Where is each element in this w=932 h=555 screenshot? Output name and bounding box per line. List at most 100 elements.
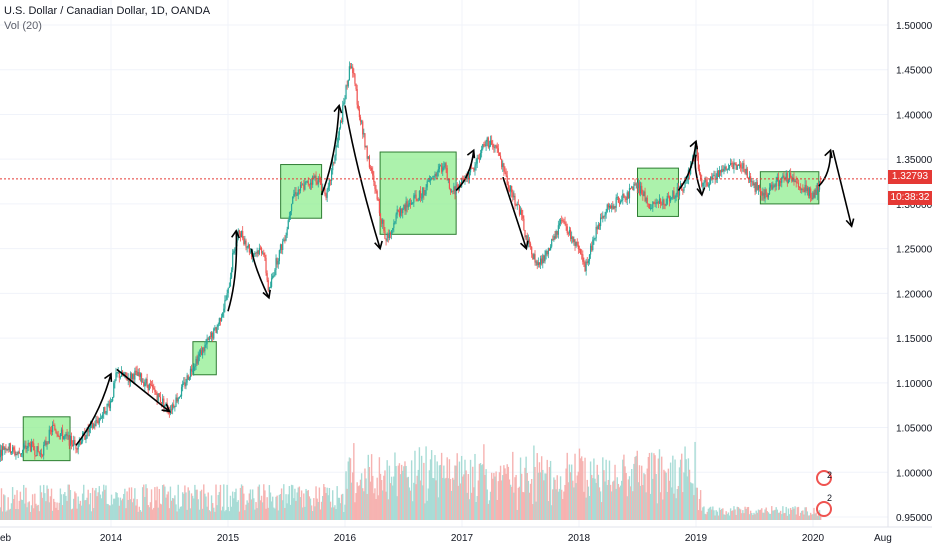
chart-legend[interactable]: U.S. Dollar / Canadian Dollar, 1D, OANDA… [4, 4, 210, 34]
volume-bar [504, 468, 506, 520]
candle-body [810, 188, 812, 198]
volume-bar [410, 460, 413, 520]
candle-body [437, 168, 439, 173]
volume-bar [114, 498, 116, 520]
candle-body [444, 163, 446, 167]
volume-bar [277, 510, 279, 520]
volume-bar [695, 487, 697, 520]
candle-body [286, 229, 288, 236]
candle-body [508, 188, 511, 192]
volume-bar [355, 493, 357, 520]
volume-bar [633, 463, 635, 520]
candle-body [265, 257, 267, 274]
volume-bar [414, 450, 416, 520]
volume-bar [64, 492, 66, 520]
candle-body [203, 347, 205, 352]
volume-bar [207, 492, 209, 520]
candle-body [73, 440, 75, 447]
volume-bar [412, 501, 414, 520]
candle-body [710, 176, 712, 184]
candle-body [613, 206, 615, 209]
candle-body [38, 451, 40, 454]
indicator-label[interactable]: Vol (20) [4, 20, 42, 32]
candle-body [569, 229, 572, 239]
volume-bar [784, 512, 786, 520]
volume-bar [413, 482, 415, 520]
candle-body [566, 226, 568, 233]
candle-body [786, 173, 788, 184]
candle-body [414, 194, 416, 196]
candle-body [312, 176, 314, 185]
candle-body [74, 440, 76, 445]
volume-bar [256, 508, 258, 520]
volume-bar [563, 491, 565, 520]
volume-bar [621, 480, 623, 520]
candle-body [273, 275, 275, 277]
volume-bar [445, 477, 447, 520]
candle-body [697, 155, 699, 169]
annotation-boxes [22, 151, 820, 462]
volume-bar [494, 476, 496, 520]
candle-body [411, 202, 413, 205]
volume-bar [307, 490, 309, 520]
candle-body [113, 383, 115, 398]
candle-body [584, 264, 586, 272]
volume-bar [407, 476, 409, 520]
volume-bar [14, 494, 16, 520]
volume-bar [624, 466, 626, 520]
volume-bar [362, 488, 364, 520]
candle-body [190, 368, 193, 372]
annotation-arrow [455, 150, 475, 192]
volume-bar [249, 489, 252, 520]
volume-bar [716, 511, 718, 520]
volume-bar [338, 497, 341, 520]
volume-bar [394, 452, 396, 520]
candle-body [416, 198, 418, 201]
volume-bar [397, 465, 399, 520]
volume-bar [124, 488, 126, 520]
candle-body [702, 182, 704, 187]
candle-body [283, 239, 285, 242]
candle-body [361, 121, 363, 123]
volume-bar [742, 510, 744, 520]
annotation-arrow [818, 150, 832, 187]
candle-body [238, 230, 240, 234]
volume-bar [170, 500, 173, 520]
volume-bar [465, 470, 467, 520]
candle-body [806, 187, 808, 192]
candle-body [304, 182, 306, 190]
volume-bar [641, 465, 643, 520]
volume-bar [343, 511, 345, 520]
candle-body [97, 421, 99, 424]
candle-body [671, 197, 673, 199]
volume-bar [50, 488, 53, 520]
candle-body [331, 170, 333, 181]
volume-bar [692, 483, 694, 520]
volume-bar [315, 486, 317, 520]
volume-bar [774, 509, 776, 520]
volume-bar [265, 508, 267, 520]
volume-bar [596, 464, 598, 520]
volume-bar [278, 494, 281, 520]
candle-body [713, 175, 715, 177]
volume-bar [688, 469, 691, 520]
volume-bar [566, 452, 568, 520]
badge-icon [816, 470, 832, 486]
volume-bar [515, 474, 517, 520]
arrow-head [262, 289, 271, 300]
candle-body [68, 435, 70, 446]
candle-body [56, 432, 58, 435]
candle-body [412, 202, 414, 204]
candle-body [107, 403, 109, 405]
volume-bar [303, 493, 305, 520]
volume-bar [165, 497, 167, 520]
candle-body [230, 269, 233, 278]
candle-body [565, 223, 567, 227]
volume-bar [238, 511, 241, 520]
volume-bar [809, 512, 812, 520]
candle-body [428, 180, 431, 182]
candle-body [615, 197, 617, 208]
candle-body [752, 181, 754, 186]
